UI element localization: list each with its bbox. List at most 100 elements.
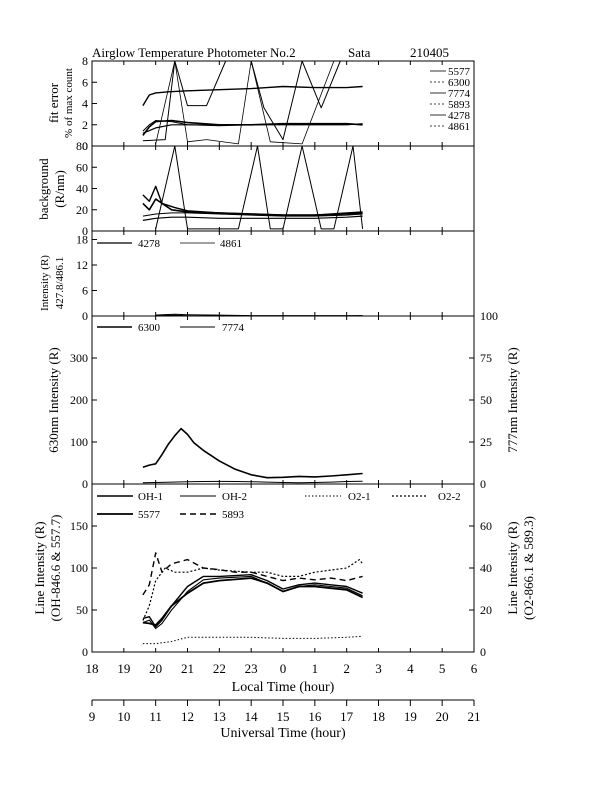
universal-time-label: Universal Time (hour) <box>220 726 346 741</box>
legend-line-intensity-OH-1: OH-1 <box>138 491 163 503</box>
background-ylabel: background (R/nm) <box>36 158 67 220</box>
universal-time-tick-label: 21 <box>468 709 481 724</box>
legend-fit-error-4861: 4861 <box>448 121 470 133</box>
y2-tick-label: 50 <box>480 393 492 407</box>
line-intensity-y2label: Line Intensity (R) (O2-866.1 & 589.3) <box>505 516 536 620</box>
local-time-tick-label: 18 <box>86 661 99 676</box>
universal-time-tick-label: 20 <box>436 709 449 724</box>
universal-time-tick-label: 10 <box>117 709 130 724</box>
series-fit_error-4278 <box>142 60 363 142</box>
y-tick-label: 50 <box>76 603 88 617</box>
legend-line-intensity-5577: 5577 <box>138 509 161 521</box>
y-tick-label: 18 <box>76 233 88 247</box>
local-time-tick-label: 1 <box>312 661 319 676</box>
y-tick-label: 6 <box>82 284 88 298</box>
line-intensity-ylabel-line1: Line Intensity (R) <box>32 521 47 614</box>
y2-tick-label: 0 <box>480 477 486 491</box>
y-tick-label: 0 <box>82 139 88 153</box>
y-tick-label: 6 <box>82 75 88 89</box>
chart-series <box>142 60 364 645</box>
y-tick-label: 4 <box>82 97 88 111</box>
y-tick-label: 12 <box>76 258 88 272</box>
local-time-tick-label: 21 <box>181 661 194 676</box>
legend-fit-error-7774: 7774 <box>448 88 471 100</box>
y2-tick-label: 40 <box>480 561 492 575</box>
universal-time-tick-label: 17 <box>340 709 354 724</box>
legend-fit-error-4278: 4278 <box>448 110 471 122</box>
series-fit_error-5893 <box>142 123 363 134</box>
figure-date: 210405 <box>410 45 449 60</box>
y-tick-label: 80 <box>76 139 88 153</box>
y-tick-label: 300 <box>70 351 88 365</box>
series-fit_error-5577 <box>142 85 363 106</box>
series-fit_error-7774 <box>142 120 363 132</box>
series-background-5893 <box>142 215 363 221</box>
series-background-7774 <box>142 212 363 217</box>
y-tick-label: 0 <box>82 224 88 238</box>
universal-time-tick-label: 12 <box>181 709 194 724</box>
line-intensity-ylabel: Line Intensity (R) (OH-846.6 & 557.7) <box>32 515 63 622</box>
series-red_line-6300 <box>142 427 363 479</box>
y-tick-label: 2 <box>82 118 88 132</box>
universal-time-tick-label: 19 <box>404 709 417 724</box>
series-red_line-7774 <box>142 480 363 484</box>
y2-tick-label: 100 <box>480 309 498 323</box>
legend-red-7774: 7774 <box>222 322 245 334</box>
universal-time-tick-label: 9 <box>89 709 96 724</box>
local-time-tick-label: 3 <box>375 661 382 676</box>
local-time-tick-label: 5 <box>439 661 446 676</box>
series-line_intensity-5893 <box>142 552 363 596</box>
series-line_intensity-OH-2 <box>142 575 363 630</box>
fit-error-ylabel: fit error % of max count <box>46 68 75 138</box>
legend-fit-error-5893: 5893 <box>448 99 471 111</box>
fit-error-panel <box>91 60 475 147</box>
y2-tick-label: 60 <box>480 519 492 533</box>
legend-line-intensity-O2-1: O2-1 <box>348 491 371 503</box>
background-ylabel-line2: (R/nm) <box>52 170 67 208</box>
background-ylabel-line1: background <box>36 158 51 220</box>
legend-line-intensity-OH-2: OH-2 <box>222 491 247 503</box>
universal-time-tick-label: 18 <box>372 709 385 724</box>
y-tick-label: 0 <box>82 309 88 323</box>
line-intensity-ylabel-line2: (OH-846.6 & 557.7) <box>48 515 63 622</box>
intensity-427-ylabel-line1: Intensity (R) <box>39 255 51 311</box>
y-tick-label: 0 <box>82 477 88 491</box>
line-intensity-y2label-line2: (O2-866.1 & 589.3) <box>521 516 536 620</box>
red-line-panel <box>91 315 475 485</box>
universal-time-tick-label: 13 <box>213 709 226 724</box>
y2-tick-label: 20 <box>480 603 492 617</box>
universal-time-tick-label: 15 <box>277 709 290 724</box>
y-tick-label: 40 <box>76 182 88 196</box>
red-line-y2label: 777nm Intensity (R) <box>505 347 520 452</box>
universal-time-tick-label: 11 <box>149 709 162 724</box>
local-time-tick-label: 0 <box>280 661 287 676</box>
local-time-tick-label: 23 <box>245 661 258 676</box>
legend-fit-error-6300: 6300 <box>448 77 471 89</box>
legend-427-4278: 4278 <box>138 238 161 250</box>
y-tick-label: 150 <box>70 519 88 533</box>
series-background-6300 <box>142 198 363 216</box>
local-time-tick-label: 4 <box>407 661 414 676</box>
intensity-427-ylabel: Intensity (R) 427.8/486.1 <box>39 255 66 311</box>
legend-line-intensity-O2-2: O2-2 <box>438 491 461 503</box>
y-tick-label: 0 <box>82 645 88 659</box>
red-line-ylabel: 630nm Intensity (R) <box>46 347 61 452</box>
intensity-427-ylabel-line2: 427.8/486.1 <box>54 257 66 310</box>
series-line_intensity-O2-2 <box>142 558 364 621</box>
legend-red-6300: 6300 <box>138 322 161 334</box>
series-line_intensity-5577 <box>142 577 363 626</box>
y2-tick-label: 0 <box>480 645 486 659</box>
y-tick-label: 100 <box>70 561 88 575</box>
series-background-4278 <box>155 145 364 230</box>
y2-tick-label: 25 <box>480 435 492 449</box>
local-time-tick-label: 20 <box>149 661 162 676</box>
y-tick-label: 20 <box>76 203 88 217</box>
fit-error-ylabel-line2: % of max count <box>63 68 75 138</box>
legend-fit-error-5577: 5577 <box>448 66 471 78</box>
legend-line-intensity-5893: 5893 <box>222 509 245 521</box>
y-tick-label: 200 <box>70 393 88 407</box>
local-time-tick-label: 2 <box>343 661 350 676</box>
